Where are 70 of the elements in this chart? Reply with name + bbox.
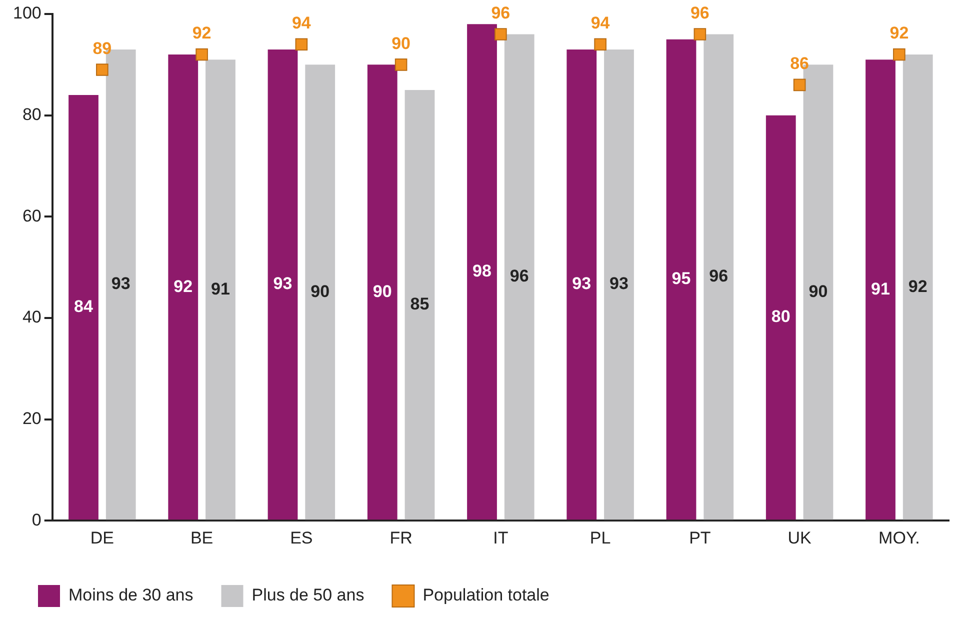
x-tick-label: IT: [493, 528, 508, 548]
bar: [467, 24, 497, 520]
bar: [866, 60, 896, 520]
data-label: 90: [372, 282, 392, 301]
bar: [404, 90, 435, 520]
data-label: 90: [310, 282, 330, 301]
y-tick-label: 60: [22, 206, 42, 226]
data-label: 98: [472, 262, 492, 281]
point: [394, 58, 408, 71]
data-label: 93: [111, 274, 130, 294]
point: [594, 38, 606, 51]
bar: [305, 64, 336, 520]
bar: [168, 54, 198, 520]
x-tick-label: ES: [290, 528, 313, 548]
bar: [902, 54, 933, 520]
data-label: 90: [808, 282, 828, 301]
data-label: 95: [672, 269, 691, 288]
data-label: 90: [392, 34, 411, 53]
bar: [206, 60, 236, 520]
data-label: 92: [908, 276, 928, 296]
data-label: 86: [790, 54, 810, 74]
point: [893, 48, 906, 61]
data-label: 80: [771, 307, 790, 326]
bar: [704, 34, 734, 520]
x-tick-label: DE: [90, 528, 114, 548]
data-label: 93: [610, 274, 628, 294]
point: [196, 48, 208, 61]
data-label: 91: [211, 279, 230, 298]
x-tick-label: MOY.: [878, 528, 920, 548]
data-label: 93: [273, 274, 292, 294]
data-label: 96: [709, 266, 728, 286]
data-label: 94: [292, 14, 312, 33]
data-label: 93: [572, 274, 592, 294]
point: [793, 78, 806, 92]
data-label: 92: [890, 24, 909, 43]
x-tick-label: PT: [689, 528, 711, 548]
legend-label: Moins de 30 ans: [68, 586, 194, 605]
data-label: 96: [510, 266, 529, 286]
legend-label: Plus de 50 ans: [252, 586, 364, 605]
data-label: 92: [174, 276, 193, 296]
bar: [666, 39, 696, 520]
y-tick-label: 100: [12, 4, 42, 23]
bar: [566, 49, 597, 520]
y-tick-label: 0: [32, 510, 42, 530]
data-label: 91: [871, 279, 890, 298]
point: [494, 28, 507, 40]
y-tick-label: 80: [22, 105, 42, 124]
bar: [766, 115, 796, 520]
data-label: 94: [590, 14, 610, 33]
data-label: 96: [690, 3, 710, 22]
x-tick-label: PL: [590, 528, 611, 548]
bar: [604, 49, 634, 520]
data-label: 84: [74, 297, 94, 316]
data-label: 89: [92, 38, 112, 58]
point: [295, 38, 308, 51]
bar: [268, 49, 298, 520]
legend-label: Population totale: [422, 586, 550, 605]
y-tick-label: 20: [22, 408, 42, 428]
data-label: 85: [410, 294, 430, 314]
y-tick-label: 40: [22, 308, 42, 327]
point: [694, 28, 706, 40]
data-label: 96: [491, 3, 510, 22]
bar: [68, 95, 98, 520]
x-tick-label: UK: [788, 528, 812, 548]
bar: [504, 34, 534, 520]
point: [96, 64, 108, 76]
x-tick-label: BE: [190, 528, 214, 548]
x-tick-label: FR: [390, 528, 412, 548]
data-label: 92: [192, 24, 212, 43]
bar: [367, 64, 398, 520]
